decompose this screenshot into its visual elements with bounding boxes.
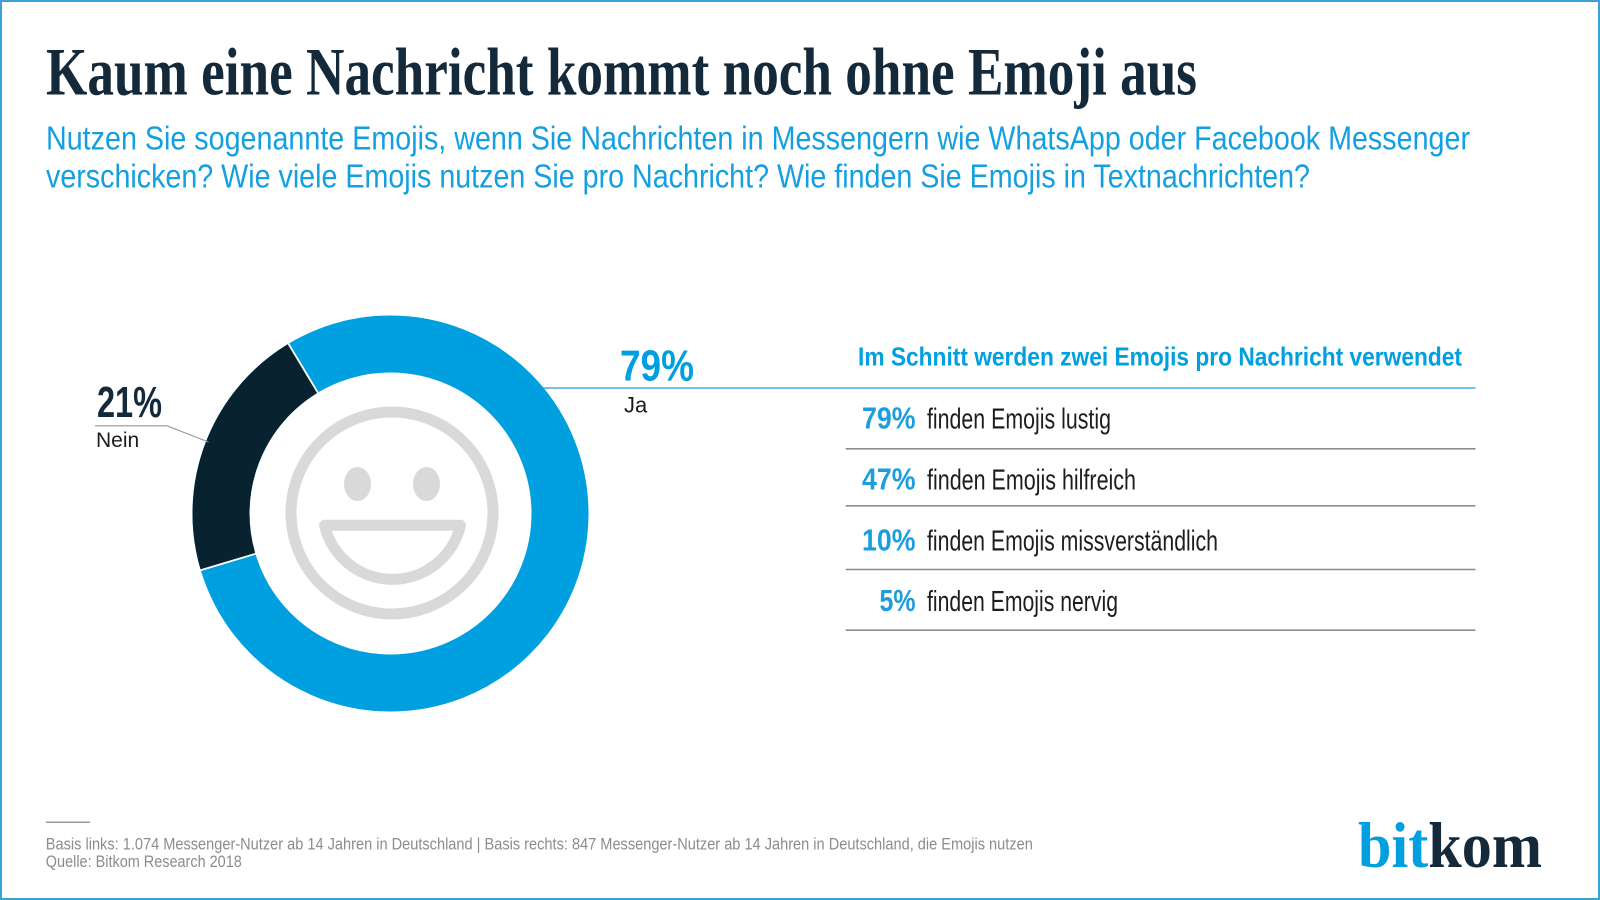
svg-text:verschicken? Wie viele Emojis: verschicken? Wie viele Emojis nutzen Sie… bbox=[46, 158, 1310, 195]
svg-text:Basis links: 1.074 Messenger-N: Basis links: 1.074 Messenger-Nutzer ab 1… bbox=[46, 834, 1033, 853]
svg-text:finden Emojis missverständlich: finden Emojis missverständlich bbox=[927, 526, 1218, 558]
svg-text:Im Schnitt werden zwei Emojis: Im Schnitt werden zwei Emojis pro Nachri… bbox=[858, 342, 1462, 372]
svg-text:5%: 5% bbox=[880, 584, 916, 618]
svg-text:finden Emojis lustig: finden Emojis lustig bbox=[927, 404, 1111, 436]
svg-text:Quelle: Bitkom Research 2018: Quelle: Bitkom Research 2018 bbox=[46, 852, 242, 871]
svg-text:47%: 47% bbox=[862, 463, 916, 497]
svg-text:finden Emojis nervig: finden Emojis nervig bbox=[927, 586, 1118, 618]
svg-text:79%: 79% bbox=[620, 342, 694, 390]
svg-text:79%: 79% bbox=[862, 402, 916, 436]
svg-text:finden Emojis hilfreich: finden Emojis hilfreich bbox=[927, 465, 1136, 497]
svg-text:21%: 21% bbox=[97, 379, 162, 427]
svg-text:Nutzen Sie sogenannte Emojis,: Nutzen Sie sogenannte Emojis, wenn Sie N… bbox=[46, 119, 1470, 156]
svg-text:Nein: Nein bbox=[96, 429, 139, 452]
svg-text:Kaum eine Nachricht kommt noch: Kaum eine Nachricht kommt noch ohne Emoj… bbox=[46, 34, 1197, 110]
svg-text:10%: 10% bbox=[862, 524, 916, 558]
svg-text:bitkom: bitkom bbox=[1358, 810, 1542, 882]
svg-text:Ja: Ja bbox=[624, 392, 648, 417]
